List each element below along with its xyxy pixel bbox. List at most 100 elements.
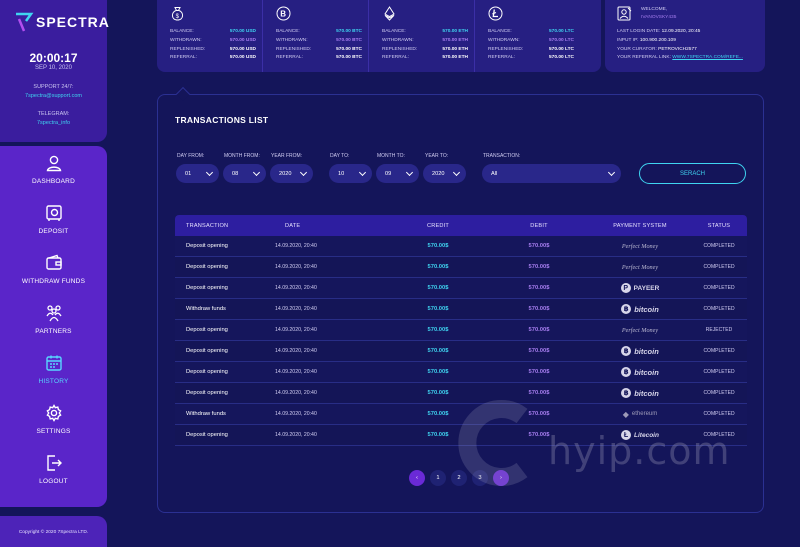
column-header[interactable]: STATUS xyxy=(707,222,731,229)
stat-value: 570.00 USD xyxy=(229,29,256,34)
sidebar-item-history[interactable]: HISTORY xyxy=(0,354,107,400)
sidebar-item-dashboard[interactable]: DASHBOARD xyxy=(0,154,107,200)
sidebar-item-deposit[interactable]: DEPOSIT xyxy=(0,204,107,250)
status-badge: COMPLETED xyxy=(703,264,735,270)
stat-label: WITHDRAWN: xyxy=(276,37,308,43)
stat-label: WITHDRAWN: xyxy=(170,37,202,43)
column-header[interactable]: DATE xyxy=(285,222,301,229)
litecoin-icon xyxy=(488,6,503,21)
column-header[interactable]: CREDIT xyxy=(426,222,450,229)
stat-value: 570.00 ETH xyxy=(442,37,468,43)
transaction-type: Deposit opening xyxy=(186,264,228,270)
next-page-button[interactable]: › xyxy=(493,470,509,486)
telegram-label: TELEGRAM: xyxy=(37,111,70,117)
chevron-down-icon xyxy=(405,168,414,176)
table-row[interactable]: Deposit opening 14.09.2020, 20:40 570.00$ 5… xyxy=(175,341,747,362)
credit-amount: 570.00$ xyxy=(427,264,449,270)
table-header: TRANSACTION DATE CREDIT DEBIT PAYMENT SY… xyxy=(175,215,747,236)
select-value: 2020 xyxy=(432,170,445,177)
table-row[interactable]: Withdraw funds 14.09.2020, 20:40 570.00$ 57… xyxy=(175,299,747,320)
table-row[interactable]: Deposit opening 14.09.2020, 20:40 570.00$ 5… xyxy=(175,257,747,278)
status-badge: COMPLETED xyxy=(703,348,735,354)
chevron-down-icon xyxy=(452,168,461,176)
year-to-label: YEAR TO: xyxy=(425,153,449,159)
brand-logo[interactable]: SPECTRA xyxy=(14,11,110,33)
transaction-date: 14.09.2020, 20:40 xyxy=(275,432,317,438)
svg-text:B: B xyxy=(280,10,286,19)
stat-label: REFERRAL: xyxy=(488,55,515,61)
sidebar-item-settings[interactable]: SETTINGS xyxy=(0,404,107,450)
ethereum-icon: ◆ xyxy=(622,409,629,419)
page-button-3[interactable]: 3 xyxy=(472,470,488,486)
payeer-icon: P xyxy=(620,283,631,293)
debit-amount: 570.00$ xyxy=(528,369,550,375)
stat-label: WITHDRAWN: xyxy=(382,37,414,43)
payment-system-logo: ฿ bitcoin xyxy=(621,367,659,377)
table-row[interactable]: Deposit opening 14.09.2020, 20:40 570.00$ 5… xyxy=(175,362,747,383)
transaction-date: 14.09.2020, 20:40 xyxy=(275,411,317,417)
debit-amount: 570.00$ xyxy=(528,327,550,333)
pagination: ‹ 1 2 3 › xyxy=(409,470,509,486)
month-to-select[interactable]: 09 xyxy=(376,164,419,183)
input-ip-label: INPUT IP: xyxy=(617,37,639,43)
year-to-select[interactable]: 2020 xyxy=(423,164,466,183)
transaction-type-label: TRANSACTION: xyxy=(483,153,521,159)
debit-amount: 570.00$ xyxy=(528,411,550,417)
payment-system-name: bitcoin xyxy=(634,367,659,377)
telegram-link[interactable]: 7spectra_info xyxy=(36,120,71,126)
column-header[interactable]: TRANSACTION xyxy=(186,222,229,229)
month-from-label: MONTH FROM: xyxy=(224,153,260,159)
transactions-table: TRANSACTION DATE CREDIT DEBIT PAYMENT SY… xyxy=(175,215,747,446)
partners-icon xyxy=(45,305,62,322)
table-row[interactable]: Deposit opening 14.09.2020, 20:40 570.00$ 5… xyxy=(175,278,747,299)
clock-time: 20:00:17 xyxy=(29,51,78,65)
referral-link[interactable]: WWW.7SPECTRA.COM/REFE... xyxy=(672,55,743,61)
prev-page-button[interactable]: ‹ xyxy=(409,470,425,486)
svg-text:$: $ xyxy=(176,14,180,20)
transaction-type: Deposit opening xyxy=(186,432,228,438)
table-row[interactable]: Deposit opening 14.09.2020, 20:40 570.00$ 5… xyxy=(175,320,747,341)
day-to-select[interactable]: 10 xyxy=(329,164,372,183)
status-badge: REJECTED xyxy=(705,327,733,333)
sidebar-item-withdraw[interactable]: WITHDRAW FUNDS xyxy=(0,254,107,300)
day-from-select[interactable]: 01 xyxy=(176,164,219,183)
transaction-type-select[interactable]: All xyxy=(482,164,621,183)
payment-system: ฿ bitcoin xyxy=(589,388,691,398)
page-button-1[interactable]: 1 xyxy=(430,470,446,486)
transaction-type: Deposit opening xyxy=(186,243,228,249)
table-row[interactable]: Deposit opening 14.09.2020, 20:40 570.00$ 5… xyxy=(175,383,747,404)
table-row[interactable]: Deposit opening 14.09.2020, 20:40 570.00$ 5… xyxy=(175,236,747,257)
chevron-down-icon xyxy=(252,168,261,176)
column-header[interactable]: DEBIT xyxy=(530,222,548,229)
debit-amount: 570.00$ xyxy=(528,306,550,312)
debit-amount: 570.00$ xyxy=(528,348,550,354)
credit-amount: 570.00$ xyxy=(427,369,449,375)
transaction-type: Deposit opening xyxy=(186,390,228,396)
year-from-select[interactable]: 2020 xyxy=(270,164,313,183)
logout-icon xyxy=(46,455,62,471)
bitcoin-icon: ฿ xyxy=(621,304,632,314)
table-row[interactable]: Withdraw funds 14.09.2020, 20:40 570.00$ 57… xyxy=(175,404,747,425)
page-button-2[interactable]: 2 xyxy=(451,470,467,486)
search-button[interactable]: SERACH xyxy=(639,163,746,184)
payment-system-name: PAYEER xyxy=(633,284,660,292)
payment-system: Ł Litecoin xyxy=(589,430,691,440)
support-email-link[interactable]: 7spectra@support.com xyxy=(25,93,82,99)
sidebar-item-logout[interactable]: LOGOUT xyxy=(0,454,107,500)
table-row[interactable]: Deposit opening 14.09.2020, 20:40 570.00$ 5… xyxy=(175,425,747,446)
transaction-date: 14.09.2020, 20:40 xyxy=(275,264,317,270)
month-from-select[interactable]: 08 xyxy=(223,164,266,183)
last-login-value: 12.09.2020, 20:45 xyxy=(661,29,701,34)
select-value: All xyxy=(491,170,498,177)
debit-amount: 570.00$ xyxy=(528,243,550,249)
credit-amount: 570.00$ xyxy=(427,432,449,438)
ethereum-icon xyxy=(384,6,395,21)
stat-value: 570.00 BTC xyxy=(336,46,362,52)
payment-system-name: ethereum xyxy=(631,411,658,417)
column-header[interactable]: PAYMENT SYSTEM xyxy=(613,222,667,229)
stat-value: 570.00 USD xyxy=(229,46,256,52)
transaction-type: Withdraw funds xyxy=(186,411,226,417)
stat-value: 570.00 ETH xyxy=(442,29,468,34)
sidebar-item-partners[interactable]: PARTNERS xyxy=(0,304,107,350)
stat-label: REFERRAL: xyxy=(170,55,197,61)
